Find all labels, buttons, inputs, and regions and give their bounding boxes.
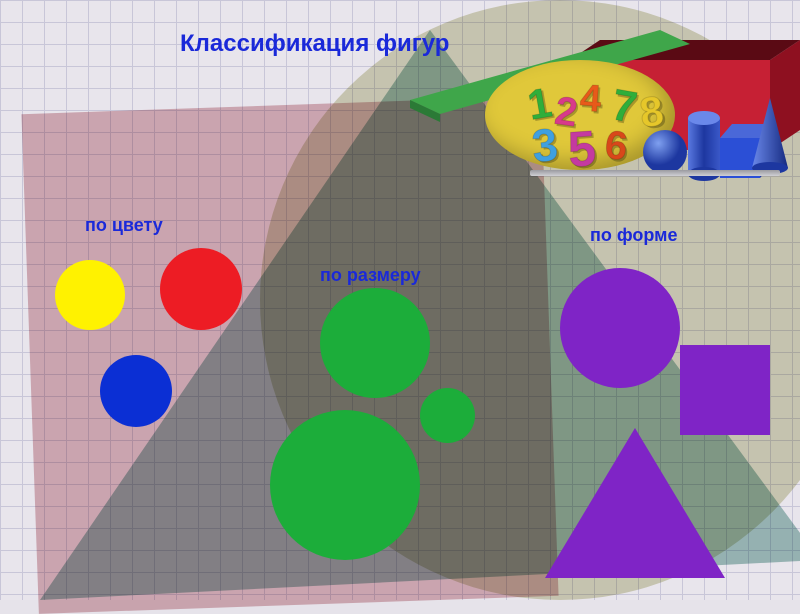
- green-circle: [270, 410, 420, 560]
- green-circle: [320, 288, 430, 398]
- green-circle: [420, 388, 475, 443]
- decor-shelf: [530, 170, 780, 176]
- purple-square: [680, 345, 770, 435]
- yellow-circle: [55, 260, 125, 330]
- purple-triangle: [545, 428, 725, 578]
- label-by-shape: по форме: [590, 225, 677, 246]
- red-circle: [160, 248, 242, 330]
- label-by-color: по цвету: [85, 215, 163, 236]
- blue-circle: [100, 355, 172, 427]
- solid-sphere: [643, 130, 687, 174]
- purple-circle: [560, 268, 680, 388]
- label-by-size: по размеру: [320, 265, 421, 286]
- slide-title: Классификация фигур: [180, 30, 449, 58]
